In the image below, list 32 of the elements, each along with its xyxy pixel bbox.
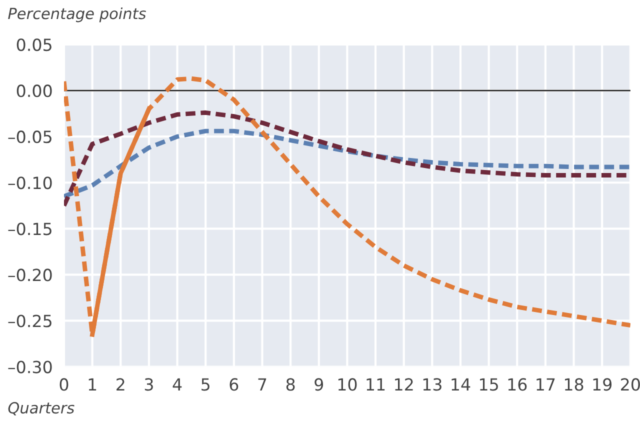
x-tick-label: 7 [258,378,266,391]
x-tick-label: 13 [423,378,442,391]
y-tick-label: –0.25 [8,314,52,328]
x-tick-label: 3 [144,378,153,391]
y-tick-label: –0.20 [8,268,52,282]
line-series [64,128,630,199]
y-tick-label: –0.05 [8,130,52,144]
y-tick-label: –0.10 [8,176,52,190]
x-tick-label: 9 [314,378,324,391]
y-tick-label: 0.05 [16,38,52,52]
x-tick-label: 15 [480,378,498,391]
x-tick-label: 12 [395,378,413,391]
y-tick-label: –0.30 [8,360,52,374]
x-tick-label: 5 [202,378,210,391]
x-tick-label: 0 [60,378,68,391]
x-tick-label: 18 [564,378,584,391]
x-tick-label: 4 [172,378,182,391]
x-tick-label: 2 [116,378,124,391]
x-tick-label: 16 [508,378,527,391]
x-tick-label: 17 [536,378,555,391]
x-tick-label: 10 [338,378,357,391]
y-tick-label: –0.15 [8,222,52,236]
y-tick-label: 0.00 [16,84,52,98]
x-tick-label: 19 [593,378,612,391]
x-tick-label: 20 [621,378,640,391]
x-tick-label: 8 [286,378,295,391]
x-tick-label: 1 [88,378,96,391]
x-tick-label: 11 [366,378,385,391]
x-axis-title: Quarters [8,402,74,416]
x-tick-label: 6 [230,378,238,391]
y-axis-title: Percentage points [8,7,146,22]
x-tick-label: 14 [452,378,470,391]
